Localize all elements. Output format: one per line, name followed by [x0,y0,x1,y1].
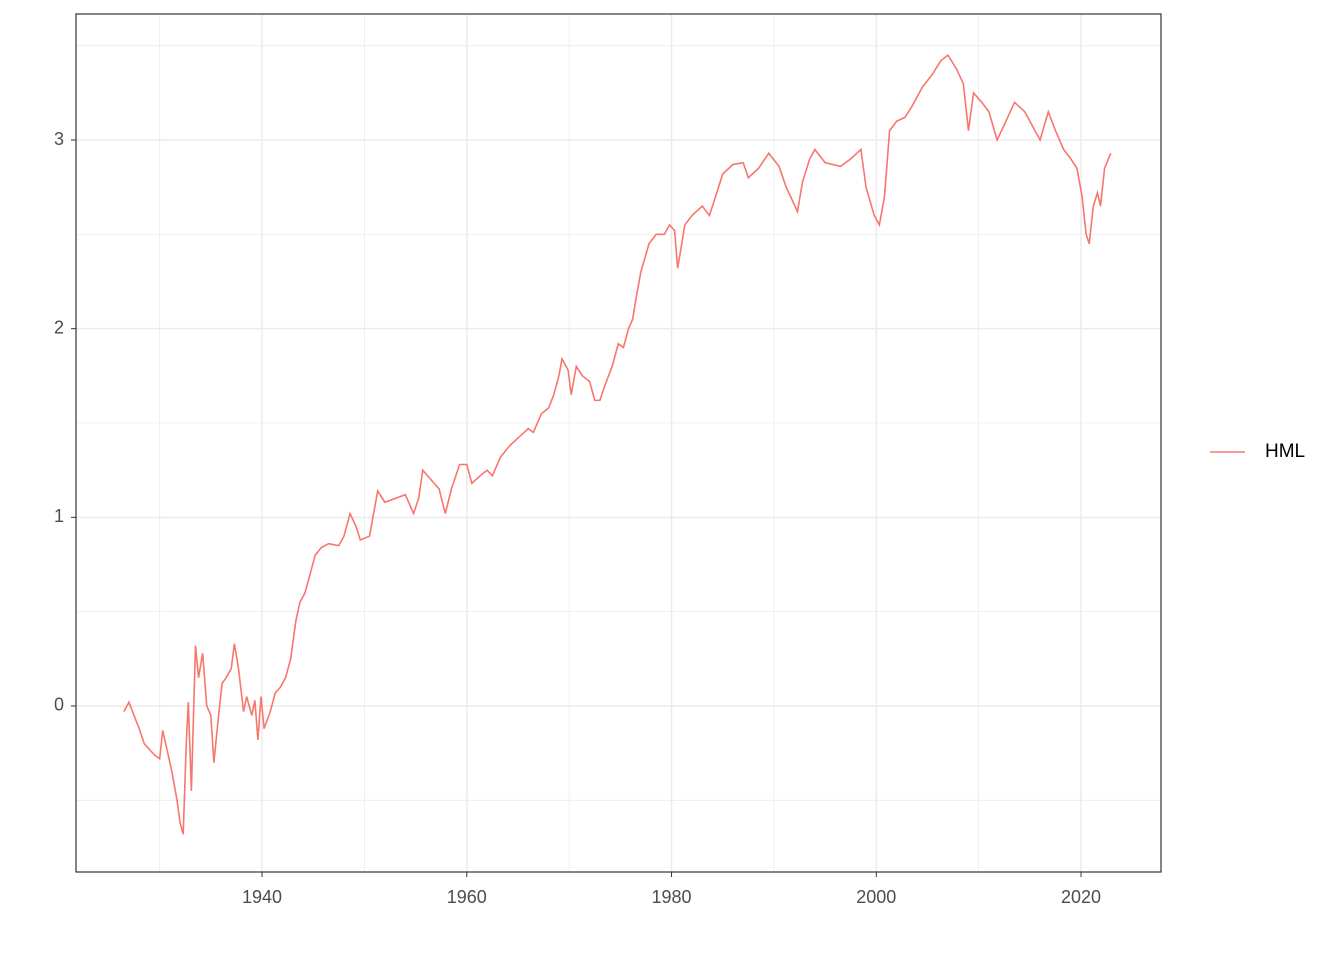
x-tick-label: 1980 [652,887,692,907]
legend-label: HML [1265,441,1305,462]
x-tick-label: 2000 [856,887,896,907]
panel-border [75,13,1162,873]
y-tick-label: 3 [54,129,64,149]
x-tick-label: 2020 [1061,887,1101,907]
data-line [123,53,1112,835]
y-tick-label: 2 [54,317,64,337]
y-tick-label: 0 [54,695,64,715]
y-tick-label: 1 [54,506,64,526]
x-tick-label: 1960 [447,887,487,907]
x-tick-label: 1940 [242,887,282,907]
